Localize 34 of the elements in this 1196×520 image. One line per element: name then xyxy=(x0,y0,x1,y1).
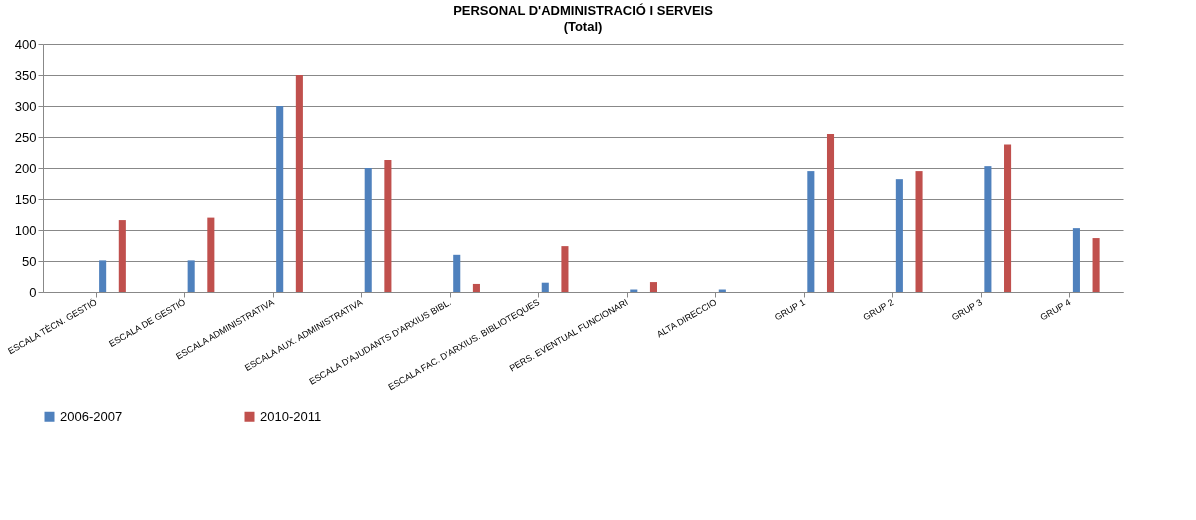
y-tick-label: 0 xyxy=(29,284,37,300)
bar xyxy=(561,246,569,292)
y-tick-label: 200 xyxy=(14,160,37,176)
y-tick-label: 150 xyxy=(14,191,37,207)
bar xyxy=(649,282,658,292)
y-tick-label: 350 xyxy=(14,67,37,83)
bar xyxy=(99,260,107,292)
bar xyxy=(826,133,835,292)
bar xyxy=(295,75,303,292)
legend-label: 2010-2011 xyxy=(260,408,322,424)
legend-label: 2006-2007 xyxy=(60,408,123,424)
bar xyxy=(915,171,923,292)
bar xyxy=(984,166,992,292)
bar xyxy=(1092,238,1100,292)
bar xyxy=(384,159,392,292)
bar xyxy=(1072,228,1080,292)
bar xyxy=(276,106,284,292)
y-tick-label: 50 xyxy=(22,253,37,269)
y-tick-label: 250 xyxy=(14,129,37,145)
chart-subtitle: (Total) xyxy=(563,19,603,34)
chart-title: PERSONAL D'ADMINISTRACIÓ I SERVEIS xyxy=(453,3,714,18)
bar xyxy=(207,217,215,292)
bar xyxy=(453,254,461,292)
bar xyxy=(118,220,126,292)
y-tick-label: 400 xyxy=(14,36,37,52)
bar xyxy=(541,282,549,292)
bar xyxy=(1004,144,1012,292)
bar xyxy=(187,260,195,292)
y-tick-label: 100 xyxy=(14,222,37,238)
bar xyxy=(807,171,815,292)
bar xyxy=(895,179,903,292)
bar xyxy=(472,283,480,292)
y-tick-label: 300 xyxy=(14,98,37,114)
bar xyxy=(364,168,372,292)
